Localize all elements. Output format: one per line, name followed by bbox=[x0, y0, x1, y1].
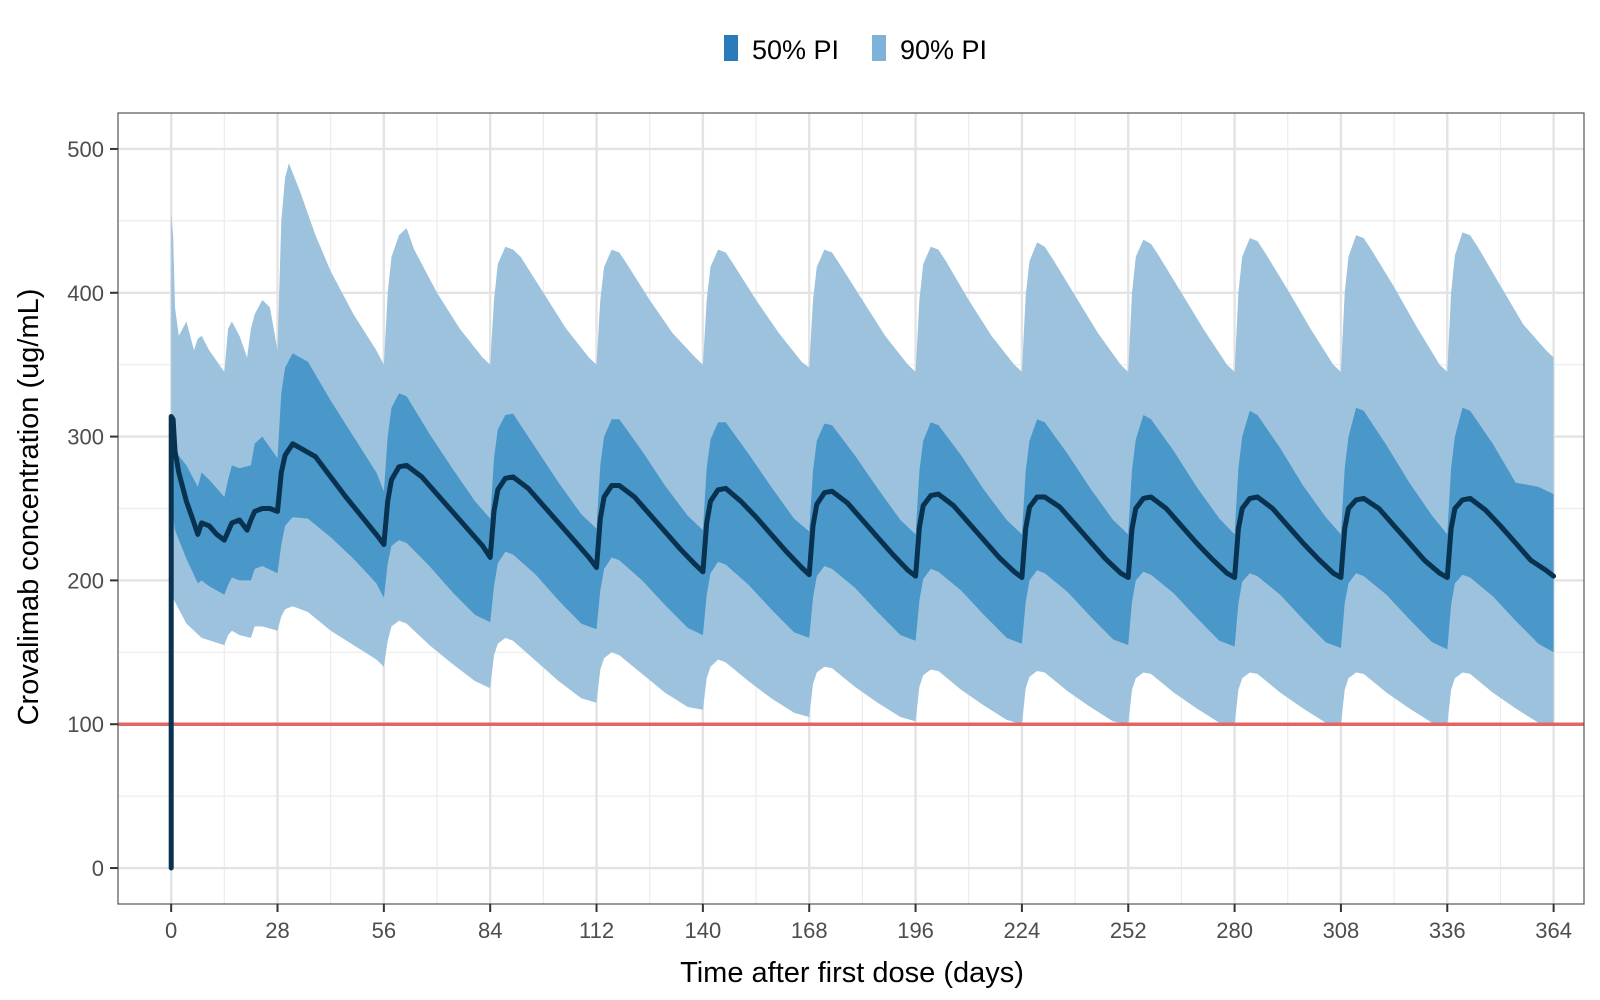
legend-swatch-50 bbox=[724, 35, 738, 61]
median-line bbox=[168, 414, 1557, 871]
x-tick-label: 224 bbox=[1004, 918, 1041, 943]
x-tick-label: 308 bbox=[1323, 918, 1360, 943]
x-tick-label: 364 bbox=[1535, 918, 1572, 943]
x-tick-label: 112 bbox=[579, 918, 614, 943]
legend-label-50: 50% PI bbox=[752, 35, 839, 65]
plot-area: 0 28 56 84 112 140 168 196 224 252 280 308 336 364 0 10… bbox=[67, 112, 1585, 943]
y-tick-label: 400 bbox=[67, 281, 104, 306]
x-tick-label: 28 bbox=[265, 918, 289, 943]
x-tick-label: 336 bbox=[1429, 918, 1466, 943]
x-tick-label: 196 bbox=[897, 918, 934, 943]
y-tick-label: 300 bbox=[67, 425, 104, 450]
legend: 50% PI 90% PI bbox=[724, 35, 987, 65]
x-tick-label: 252 bbox=[1110, 918, 1147, 943]
y-tick-label: 500 bbox=[67, 137, 104, 162]
x-tick-label: 56 bbox=[372, 918, 396, 943]
x-tick-label: 140 bbox=[685, 918, 722, 943]
y-tick-label: 200 bbox=[67, 568, 104, 593]
x-tick-label: 168 bbox=[791, 918, 828, 943]
legend-label-90: 90% PI bbox=[900, 35, 987, 65]
x-tick-label: 0 bbox=[165, 918, 177, 943]
y-tick-label: 100 bbox=[67, 712, 104, 737]
legend-swatch-90 bbox=[872, 35, 886, 61]
x-axis-title: Time after first dose (days) bbox=[680, 957, 1024, 989]
y-axis-title: Crovalimab concentration (ug/mL) bbox=[13, 289, 45, 726]
x-tick-label: 84 bbox=[478, 918, 502, 943]
plot-border bbox=[117, 112, 1585, 905]
y-tick-label: 0 bbox=[92, 856, 104, 881]
x-tick-label: 280 bbox=[1216, 918, 1253, 943]
